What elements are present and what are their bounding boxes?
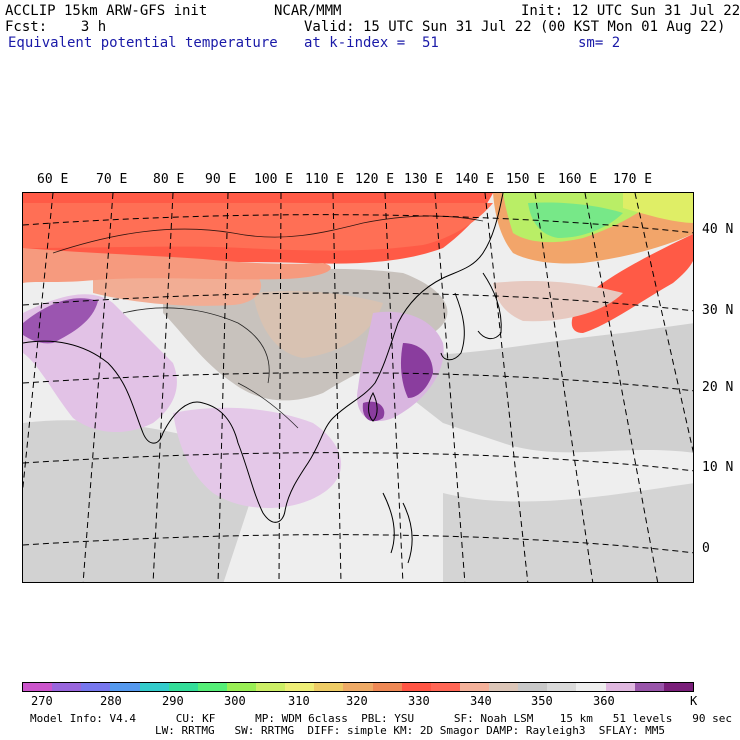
colorbar-cell: [518, 683, 548, 691]
colorbar-tick: 350: [531, 694, 553, 708]
colorbar-cell: [663, 683, 693, 691]
colorbar-tick: 310: [288, 694, 310, 708]
colorbar-cell: [372, 683, 402, 691]
colorbar-cell: [256, 683, 286, 691]
smoothing: sm= 2: [578, 35, 621, 51]
theta-e-field: [23, 193, 693, 582]
k-index: at k-index = 51: [304, 35, 439, 51]
lat-label: 0: [702, 541, 710, 556]
colorbar: [22, 682, 694, 692]
colorbar-cell: [110, 683, 140, 691]
model-info: Model Info: V4.4 CU: KF MP: WDM 6class P…: [30, 712, 732, 725]
lat-label: 20 N: [702, 380, 734, 395]
colorbar-unit: K: [690, 694, 698, 708]
colorbar-cell: [139, 683, 169, 691]
colorbar-cell: [226, 683, 256, 691]
lon-label: 130 E: [404, 172, 444, 187]
lon-label: 160 E: [558, 172, 598, 187]
lon-label: 80 E: [153, 172, 185, 187]
map-panel[interactable]: [22, 192, 694, 583]
lon-label: 170 E: [613, 172, 653, 187]
colorbar-cell: [401, 683, 431, 691]
physics-info: LW: RRTMG SW: RRTMG DIFF: simple KM: 2D …: [155, 724, 665, 737]
colorbar-cell: [285, 683, 315, 691]
colorbar-tick: 320: [346, 694, 368, 708]
colorbar-cell: [489, 683, 519, 691]
org-label: NCAR/MMM: [274, 3, 342, 19]
colorbar-cell: [23, 683, 53, 691]
colorbar-tick: 360: [593, 694, 615, 708]
colorbar-cell: [430, 683, 460, 691]
colorbar-cell: [52, 683, 82, 691]
init-time: Init: 12 UTC Sun 31 Jul 22: [521, 3, 740, 19]
lat-label: 30 N: [702, 303, 734, 318]
valid-time: Valid: 15 UTC Sun 31 Jul 22 (00 KST Mon …: [304, 19, 726, 35]
colorbar-tick: 280: [100, 694, 122, 708]
lon-label: 100 E: [254, 172, 294, 187]
colorbar-tick: 270: [31, 694, 53, 708]
field-name: Equivalent potential temperature: [8, 35, 278, 51]
colorbar-cell: [314, 683, 344, 691]
colorbar-tick: 300: [224, 694, 246, 708]
lon-label: 120 E: [355, 172, 395, 187]
lon-label: 150 E: [506, 172, 546, 187]
colorbar-tick: 340: [470, 694, 492, 708]
colorbar-cell: [197, 683, 227, 691]
forecast-hour: Fcst: 3 h: [5, 19, 107, 35]
colorbar-cell: [634, 683, 664, 691]
colorbar-cell: [547, 683, 577, 691]
lon-label: 60 E: [37, 172, 69, 187]
lon-label: 110 E: [305, 172, 345, 187]
colorbar-cell: [81, 683, 111, 691]
lat-label: 40 N: [702, 222, 734, 237]
colorbar-tick: 290: [162, 694, 184, 708]
lat-label: 10 N: [702, 460, 734, 475]
colorbar-tick: 330: [408, 694, 430, 708]
colorbar-cell: [343, 683, 373, 691]
colorbar-cell: [576, 683, 606, 691]
colorbar-cell: [168, 683, 198, 691]
colorbar-cell: [459, 683, 489, 691]
colorbar-cell: [605, 683, 635, 691]
lon-label: 70 E: [96, 172, 128, 187]
lon-label: 90 E: [205, 172, 237, 187]
lon-label: 140 E: [455, 172, 495, 187]
model-title: ACCLIP 15km ARW-GFS init: [5, 3, 208, 19]
